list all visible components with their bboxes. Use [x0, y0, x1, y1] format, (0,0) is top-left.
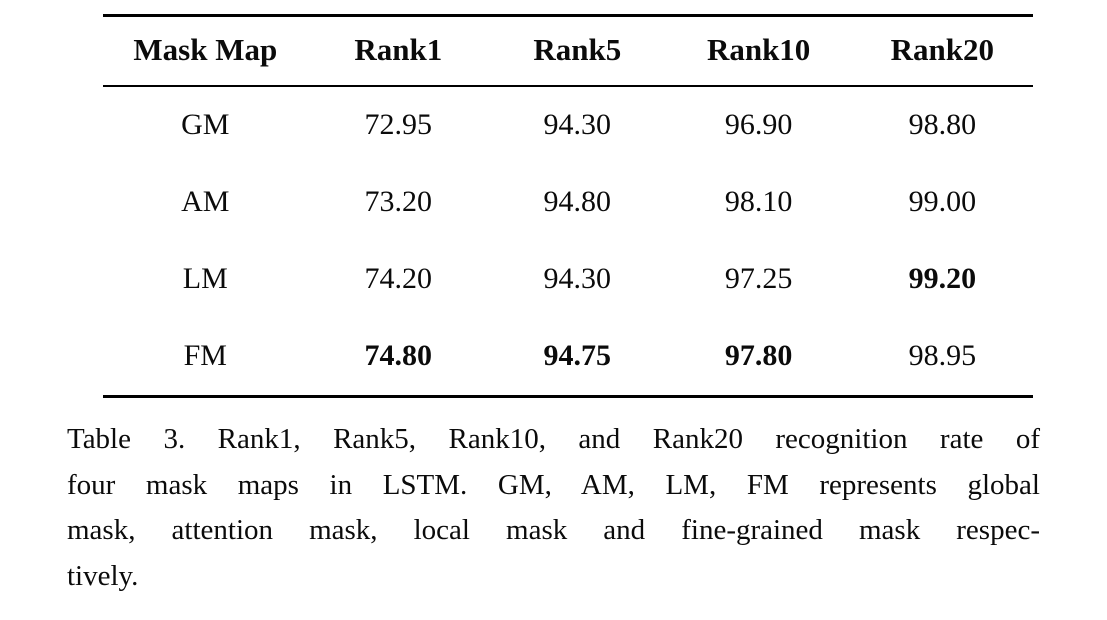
row-label: FM — [183, 339, 227, 372]
metric-value-best: 94.75 — [543, 339, 612, 372]
column-header-rank10: Rank10 — [665, 15, 852, 87]
row-label: AM — [181, 185, 230, 218]
table-row-gm: GM 72.95 94.30 96.90 98.80 — [103, 86, 1033, 164]
metric-value: 72.95 — [364, 108, 433, 141]
table-row-am: AM 73.20 94.80 98.10 99.00 — [103, 164, 1033, 241]
column-header-rank1: Rank1 — [307, 15, 489, 87]
metric-value-best: 74.80 — [364, 339, 433, 372]
table-row-fm: FM 74.80 94.75 97.80 98.95 — [103, 318, 1033, 397]
caption-line: tively. — [67, 559, 139, 592]
table-row-lm: LM 74.20 94.30 97.25 99.20 — [103, 241, 1033, 318]
column-header-rank5: Rank5 — [488, 15, 666, 87]
caption-line: mask, attention mask, local mask and fin… — [67, 514, 1040, 546]
row-label: GM — [181, 108, 230, 141]
metric-value: 74.20 — [364, 262, 433, 295]
caption-line: Table 3. Rank1, Rank5, Rank10, and Rank2… — [67, 423, 1040, 455]
column-header-rank20: Rank20 — [851, 15, 1033, 87]
table-caption: Table 3. Rank1, Rank5, Rank10, and Rank2… — [67, 417, 1040, 599]
metric-value: 96.90 — [724, 108, 793, 141]
metric-value: 98.95 — [908, 339, 977, 372]
metric-value: 73.20 — [364, 185, 433, 218]
column-header-mask-map: Mask Map — [103, 15, 308, 87]
table-header-row: Mask Map Rank1 Rank5 Rank10 Rank20 — [103, 15, 1033, 87]
metric-value: 98.80 — [908, 108, 977, 141]
results-table: Mask Map Rank1 Rank5 Rank10 Rank20 GM 72… — [103, 14, 1033, 398]
caption-line: four mask maps in LSTM. GM, AM, LM, FM r… — [67, 468, 1040, 501]
metric-value: 97.25 — [724, 262, 793, 295]
row-label: LM — [182, 262, 228, 295]
metric-value: 94.80 — [543, 185, 612, 218]
metric-value: 99.00 — [908, 185, 977, 218]
metric-value-best: 99.20 — [908, 262, 977, 295]
metric-value: 94.30 — [543, 108, 612, 141]
metric-value: 98.10 — [724, 185, 793, 218]
metric-value-best: 97.80 — [724, 339, 793, 372]
metric-value: 94.30 — [543, 262, 612, 295]
